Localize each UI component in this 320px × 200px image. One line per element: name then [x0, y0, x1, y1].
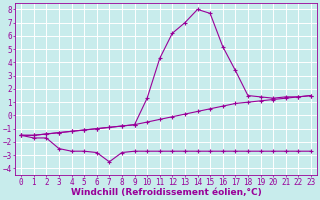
X-axis label: Windchill (Refroidissement éolien,°C): Windchill (Refroidissement éolien,°C) [71, 188, 261, 197]
